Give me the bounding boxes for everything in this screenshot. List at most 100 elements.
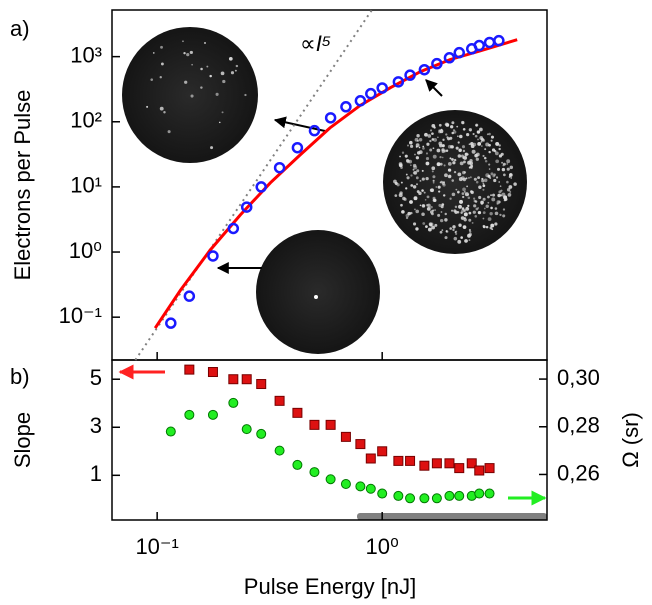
spot [464,191,466,193]
spot [454,171,456,173]
spot [459,200,463,204]
spot [163,111,165,113]
point [341,102,350,111]
spot [489,212,492,215]
spot [206,66,208,68]
spot [453,129,455,131]
spot [487,133,489,135]
x-tick-label: 10⁰ [366,534,399,559]
spot [486,205,489,208]
point [326,113,335,122]
spot [462,188,466,192]
spot [437,162,441,166]
point [406,456,415,465]
spot [488,164,490,166]
spot [448,162,452,166]
spot [510,177,512,179]
spot [473,143,477,147]
spot [433,199,436,202]
spot [435,186,437,188]
spot [485,142,489,146]
spot [426,162,430,166]
spot [415,227,418,230]
point [257,182,266,191]
spot [200,68,202,70]
spot [479,136,483,140]
spot [493,173,496,176]
point [394,491,403,500]
spot [481,203,483,205]
spot [463,225,467,229]
spot [490,194,492,196]
spot [469,143,471,145]
spot [510,173,512,175]
spot [413,165,417,169]
spot [421,212,425,216]
spot [406,176,409,179]
spot [221,71,225,75]
spot [469,229,471,231]
spot [464,171,466,173]
spot [445,122,449,126]
spot [484,148,486,150]
spot [441,148,444,151]
spot [451,121,454,124]
spot [418,192,421,195]
spot [447,137,450,140]
spot [449,157,451,159]
point [310,126,319,135]
spot [422,178,425,181]
spot [491,228,493,230]
y-tick-label: 5 [90,365,102,390]
spot [422,222,425,225]
spot [414,196,418,200]
spot [457,240,461,244]
y-tick-label: 10² [70,108,102,133]
spot [465,192,469,196]
arrow [426,80,442,96]
spot [486,226,489,229]
spot [460,236,463,239]
spot [478,211,481,214]
spot [430,223,433,226]
spot [425,177,428,180]
spot [422,170,424,172]
spot [399,163,403,167]
point [366,454,375,463]
point [166,319,175,328]
spot [405,187,407,189]
point [455,491,464,500]
spot [456,147,459,150]
insets [122,27,527,354]
spot [468,177,470,179]
point [356,482,365,491]
spot [476,158,479,161]
spot [433,180,435,182]
spot [441,129,443,131]
point [366,484,375,493]
point [275,396,284,405]
spot [445,133,447,135]
spot [449,227,452,230]
spot [186,53,189,56]
spot [413,185,416,188]
spot [483,198,486,201]
spot [451,179,454,182]
spot [441,211,443,213]
spot [417,140,419,142]
spot [191,64,193,66]
spot [465,207,469,211]
spot [469,212,472,215]
point [406,494,415,503]
spot [495,212,499,216]
spot [466,185,468,187]
spot [507,188,510,191]
spot [409,141,413,145]
spot [510,166,513,169]
point [475,489,484,498]
spot [190,51,193,54]
spot [204,42,206,44]
point [420,461,429,470]
spot [432,175,435,178]
spot [432,138,435,141]
